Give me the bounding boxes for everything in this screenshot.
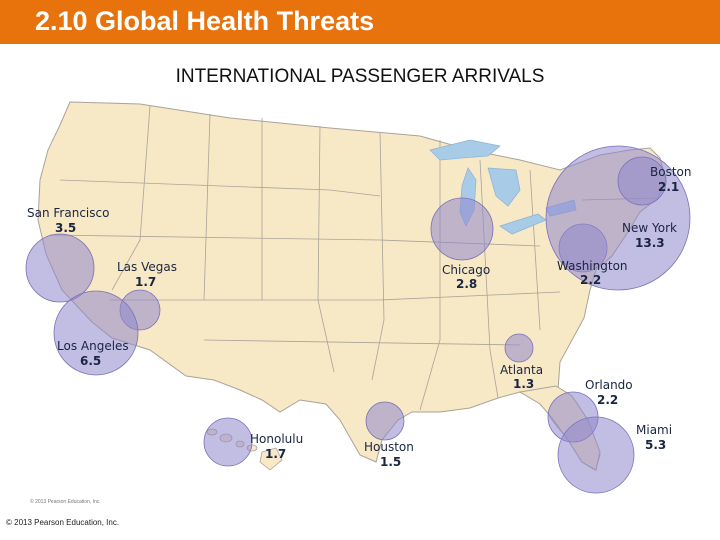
slide-title: 2.10 Global Health Threats (35, 6, 375, 36)
las-vegas-value: 1.7 (135, 275, 156, 289)
chicago-bubble (430, 197, 494, 261)
houston-bubble (365, 401, 405, 441)
houston-value: 1.5 (380, 455, 401, 469)
washington-value: 2.2 (580, 273, 601, 287)
orlando-label: Orlando (585, 378, 633, 392)
honolulu-bubble (203, 417, 253, 467)
los-angeles-bubble (53, 290, 139, 376)
city-bubbles (25, 145, 691, 494)
chicago-label: Chicago (442, 263, 490, 277)
las-vegas-label: Las Vegas (117, 260, 177, 274)
los-angeles-label: Los Angeles (57, 339, 129, 353)
san-francisco-value: 3.5 (55, 221, 76, 235)
san-francisco-label: San Francisco (27, 206, 109, 220)
houston-label: Houston (364, 440, 414, 454)
san-francisco-bubble (25, 233, 95, 303)
miami-label: Miami (636, 423, 672, 437)
atlanta-value: 1.3 (513, 377, 534, 391)
orlando-value: 2.2 (597, 393, 618, 407)
miami-value: 5.3 (645, 438, 666, 452)
title-bar: 2.10 Global Health Threats (0, 0, 720, 44)
honolulu-value: 1.7 (265, 447, 286, 461)
new-york-label: New York (622, 221, 677, 235)
new-york-value: 13.3 (635, 236, 665, 250)
atlanta-label: Atlanta (500, 363, 543, 377)
washington-label: Washington (557, 259, 628, 273)
honolulu-label: Honolulu (250, 432, 303, 446)
inset-copyright: © 2013 Pearson Education, Inc. (30, 499, 101, 505)
los-angeles-value: 6.5 (80, 354, 101, 368)
atlanta-bubble (504, 333, 534, 363)
chicago-value: 2.8 (456, 277, 477, 291)
boston-bubble (617, 156, 667, 206)
map-title: INTERNATIONAL PASSENGER ARRIVALS (175, 66, 545, 87)
miami-bubble (557, 416, 635, 494)
boston-label: Boston (650, 165, 691, 179)
boston-value: 2.1 (658, 180, 679, 194)
copyright: © 2013 Pearson Education, Inc. (6, 518, 120, 527)
